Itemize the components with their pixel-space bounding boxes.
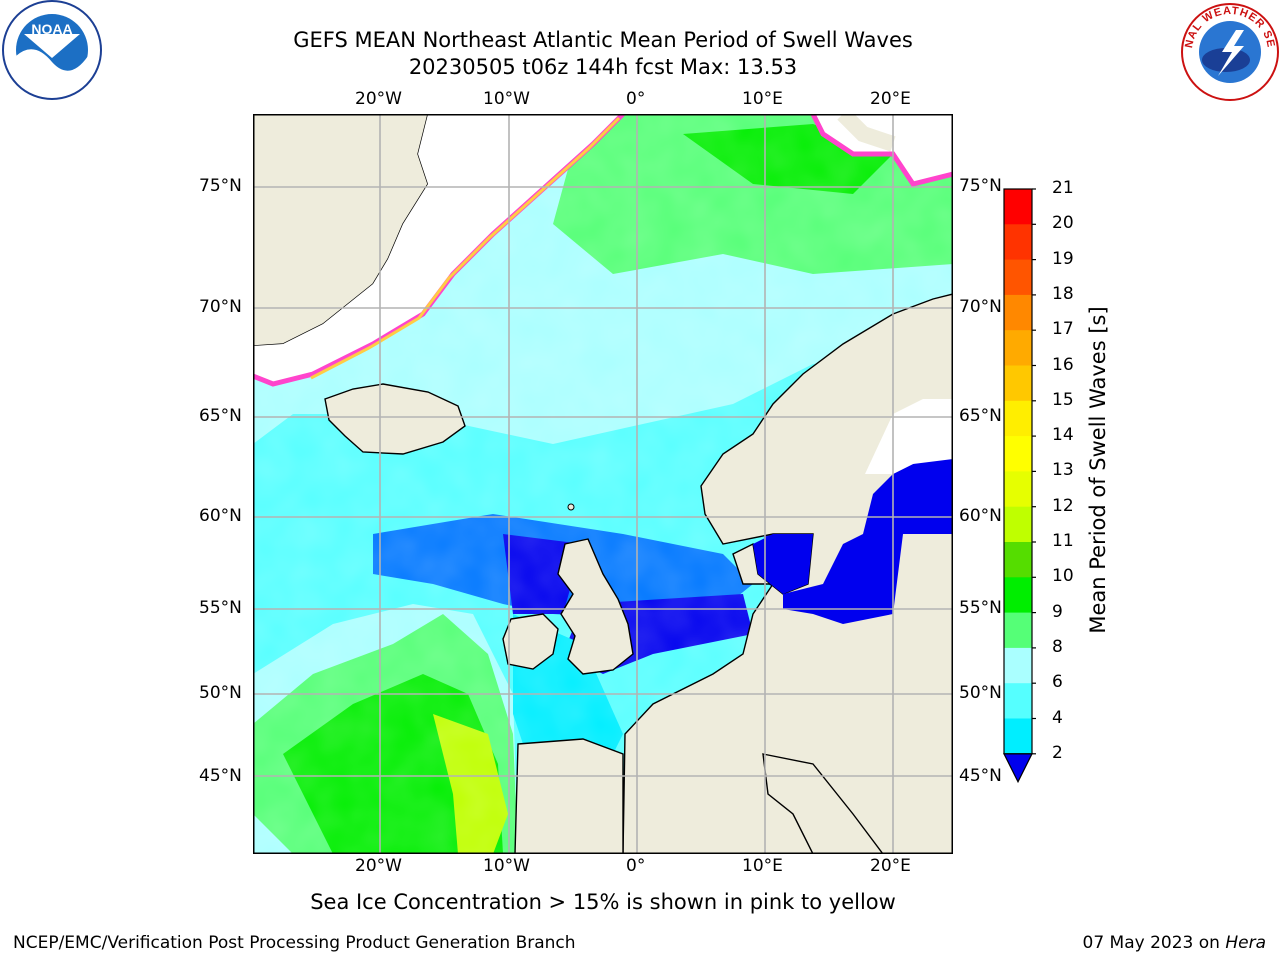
lon-label-top: 10°E (742, 89, 783, 109)
colorbar-tick-label: 12 (1052, 495, 1074, 516)
lon-label-top: 20°E (870, 89, 911, 109)
colorbar-tick-label: 21 (1052, 178, 1074, 198)
lon-label-bottom: 20°E (870, 856, 911, 876)
lat-label-right: 45°N (959, 766, 1002, 786)
colorbar-segment (1004, 259, 1032, 296)
colorbar-tick-label: 10 (1052, 566, 1074, 587)
footer-credit: NCEP/EMC/Verification Post Processing Pr… (13, 933, 576, 953)
colorbar-tick-label: 17 (1052, 319, 1074, 340)
colorbar-tick-label: 16 (1052, 354, 1074, 375)
colorbar-title: Mean Period of Swell Waves [s] (1086, 306, 1110, 634)
svg-text:NOAA: NOAA (31, 21, 72, 37)
colorbar-tick-label: 20 (1052, 213, 1074, 234)
baltic-sea (783, 454, 953, 624)
lat-label-right: 65°N (959, 406, 1002, 426)
iceland (324, 383, 466, 455)
nws-logo: NATIONAL WEATHER SERVICE (1178, 0, 1279, 101)
colorbar-tick-label: 8 (1052, 636, 1063, 657)
colorbar-segment (1004, 436, 1032, 472)
lat-label-left: 50°N (199, 683, 242, 703)
colorbar-segment (1004, 612, 1032, 649)
footer-date: 07 May 2023 on Hera (1082, 933, 1267, 953)
lat-label-left: 45°N (199, 766, 242, 786)
sea-ice-edge-yellow-greenland (310, 116, 621, 380)
noaa-logo: NOAA (2, 0, 102, 100)
lat-label-right: 60°N (959, 506, 1002, 526)
colorbar-extend-arrow (1003, 753, 1033, 784)
lat-label-right: 70°N (959, 297, 1002, 317)
skagerrak (753, 534, 813, 594)
colorbar-segment (1004, 365, 1032, 402)
chart-title-line2: 20230505 t06z 144h fcst Max: 13.53 (408, 55, 798, 79)
colorbar-segment (1004, 577, 1032, 614)
great-britain (557, 538, 634, 675)
italy (762, 753, 884, 854)
colorbar-tick-label: 13 (1052, 460, 1074, 481)
colorbar (1003, 188, 1036, 784)
graticule (253, 114, 953, 854)
footer-host: Hera (1225, 933, 1266, 953)
colorbar-tick-label: 6 (1052, 672, 1063, 693)
lat-label-right: 55°N (959, 598, 1002, 618)
lon-label-top: 0° (626, 89, 646, 109)
colorbar-segment (1004, 189, 1032, 225)
colorbar-tick-label: 11 (1052, 531, 1074, 551)
colorbar-segment (1004, 224, 1032, 261)
colorbar-tick-label: 14 (1052, 425, 1074, 446)
ireland (502, 613, 559, 670)
colorbar-segment (1004, 330, 1032, 366)
colorbar-tick-label: 19 (1052, 248, 1074, 269)
lon-label-bottom: 10°W (483, 856, 530, 876)
colorbar-segment (1004, 294, 1032, 331)
colorbar-tick-label: 18 (1052, 283, 1074, 304)
faroe-islands (567, 503, 575, 511)
colorbar-segment (1004, 400, 1032, 437)
colorbar-tick-label: 15 (1052, 389, 1074, 410)
caption: Sea Ice Concentration > 15% is shown in … (310, 890, 896, 914)
colorbar-tick-label: 2 (1052, 742, 1063, 763)
colorbar-tick-label: 4 (1052, 707, 1063, 728)
colorbar-segment (1004, 647, 1032, 684)
lon-label-top: 20°W (355, 89, 402, 109)
lon-label-bottom: 10°E (742, 856, 783, 876)
colorbar-segment (1004, 718, 1032, 755)
lat-label-right: 75°N (959, 176, 1002, 196)
lat-label-left: 65°N (199, 406, 242, 426)
iberia (514, 738, 624, 854)
map-panel (253, 114, 953, 854)
lat-label-right: 50°N (959, 683, 1002, 703)
colorbar-segment (1004, 471, 1032, 508)
colorbar-segment (1004, 683, 1032, 719)
lon-label-bottom: 20°W (355, 856, 402, 876)
lat-label-left: 70°N (199, 297, 242, 317)
sea-ice-region-greenland (253, 114, 623, 384)
lat-label-left: 60°N (199, 506, 242, 526)
colorbar-tick-label: 9 (1052, 601, 1063, 622)
lon-label-top: 10°W (483, 89, 530, 109)
lat-label-left: 75°N (199, 176, 242, 196)
colorbar-segment (1004, 542, 1032, 578)
colorbar-segment (1004, 506, 1032, 543)
chart-title-line1: GEFS MEAN Northeast Atlantic Mean Period… (293, 28, 913, 52)
lon-label-bottom: 0° (626, 856, 646, 876)
lat-label-left: 55°N (199, 598, 242, 618)
